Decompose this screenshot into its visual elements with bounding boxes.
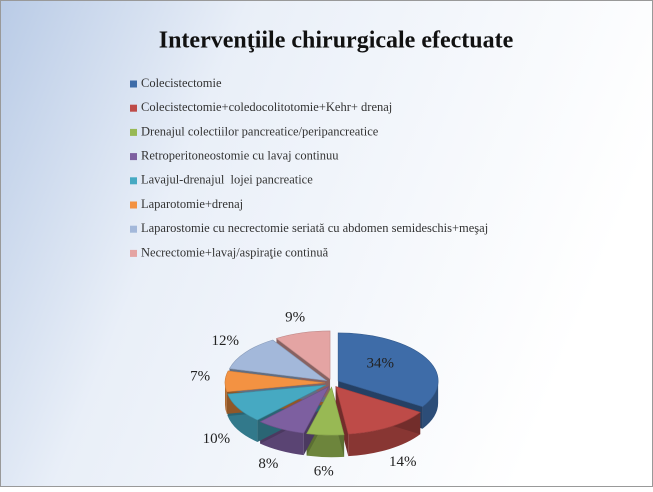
legend-label: Laparotomie+drenaj bbox=[141, 197, 243, 211]
legend-label: Necrectomie+lavaj/aspiraţie continuă bbox=[141, 245, 329, 259]
data-label: 34% bbox=[366, 356, 394, 372]
pie-slice bbox=[337, 332, 439, 408]
legend-label: Retroperitoneostomie cu lavaj continuu bbox=[141, 148, 339, 162]
data-label: 10% bbox=[203, 431, 231, 447]
data-label: 9% bbox=[285, 310, 305, 326]
data-label: 6% bbox=[314, 464, 334, 480]
legend-label: Colecistectomie+coledocolitotomie+Kehr+ … bbox=[141, 100, 392, 114]
chart-title: Intervenţiile chirurgicale efectuate bbox=[159, 28, 514, 54]
pie-slice bbox=[229, 339, 328, 381]
pie-slice bbox=[335, 386, 421, 435]
pie-slice bbox=[227, 384, 327, 421]
legend-swatch bbox=[130, 128, 137, 136]
pie-slice bbox=[306, 386, 345, 436]
pie-slice bbox=[224, 370, 326, 393]
data-label: 12% bbox=[211, 333, 239, 349]
legend-label: Drenajul colectiilor pancreatice/peripan… bbox=[141, 124, 379, 138]
legend-label: Colecistectomie bbox=[141, 76, 222, 90]
legend-swatch bbox=[130, 80, 137, 88]
pie-slice-side bbox=[306, 433, 345, 458]
pie-slice-edge bbox=[335, 386, 349, 457]
pie bbox=[224, 330, 439, 458]
pie-slice-side bbox=[422, 380, 439, 429]
legend-swatch bbox=[130, 201, 137, 209]
legend-swatch bbox=[130, 104, 137, 112]
legend-swatch bbox=[130, 249, 137, 257]
pie-slice-side bbox=[225, 382, 227, 414]
legend-swatch bbox=[130, 225, 137, 233]
pie-slice bbox=[275, 330, 331, 380]
legend-swatch bbox=[130, 177, 137, 185]
legend-label: Laparostomie cu necrectomie seriată cu a… bbox=[141, 221, 488, 235]
legend-label: Lavajul-drenajul lojei pancreatice bbox=[141, 173, 313, 187]
legend-swatch bbox=[130, 153, 137, 161]
data-label: 7% bbox=[190, 368, 210, 384]
data-label: 8% bbox=[258, 456, 278, 472]
data-label: 14% bbox=[389, 454, 417, 470]
pie-slice bbox=[259, 385, 330, 434]
